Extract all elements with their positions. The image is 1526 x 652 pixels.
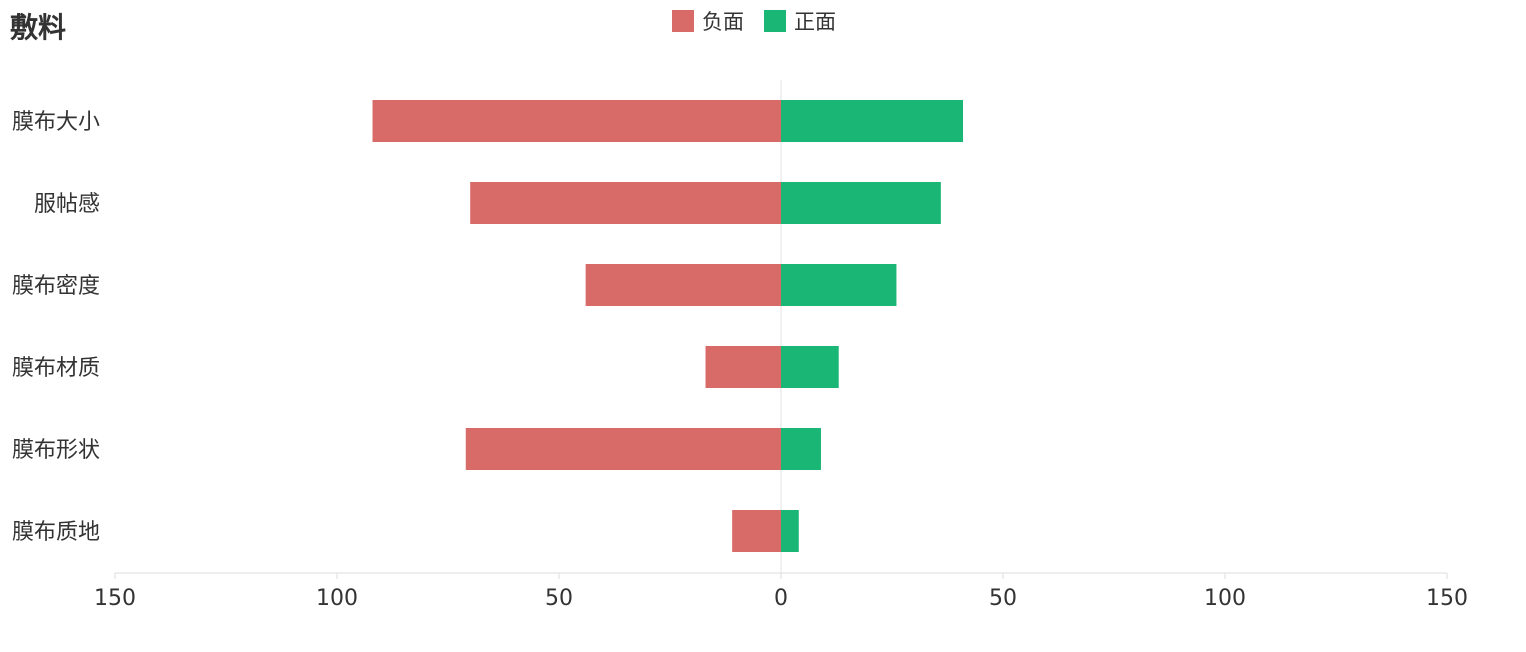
- category-label: 膜布大小: [12, 110, 100, 135]
- legend-label-negative: 负面: [702, 10, 744, 34]
- category-label: 膜布质地: [12, 520, 100, 545]
- category-label: 膜布形状: [12, 438, 100, 463]
- x-tick-label: 100: [316, 586, 358, 611]
- legend-swatch-positive: [764, 10, 786, 32]
- x-tick-label: 50: [545, 586, 573, 611]
- legend-item-negative[interactable]: 负面: [672, 6, 744, 36]
- bar-negative: [585, 264, 781, 306]
- bar-negative: [732, 510, 781, 552]
- x-tick-label: 150: [94, 586, 136, 611]
- category-label: 膜布材质: [12, 356, 100, 381]
- bar-positive: [781, 264, 897, 306]
- bar-negative: [470, 182, 781, 224]
- bar-positive: [781, 510, 799, 552]
- bar-positive: [781, 100, 964, 142]
- bar-positive: [781, 428, 821, 470]
- legend-label-positive: 正面: [794, 10, 836, 34]
- category-label: 服帖感: [34, 192, 100, 217]
- legend-swatch-negative: [672, 10, 694, 32]
- category-label: 膜布密度: [12, 274, 100, 299]
- bar-negative: [465, 428, 781, 470]
- bar-positive: [781, 182, 941, 224]
- x-tick-label: 50: [989, 586, 1017, 611]
- bar-negative: [705, 346, 781, 388]
- x-tick-label: 0: [774, 586, 788, 611]
- bar-negative: [372, 100, 781, 142]
- legend: 负面 正面: [672, 6, 836, 36]
- bar-positive: [781, 346, 839, 388]
- x-tick-label: 100: [1204, 586, 1246, 611]
- x-tick-label: 150: [1426, 586, 1468, 611]
- legend-item-positive[interactable]: 正面: [764, 6, 836, 36]
- chart-title: 敷料: [10, 11, 67, 44]
